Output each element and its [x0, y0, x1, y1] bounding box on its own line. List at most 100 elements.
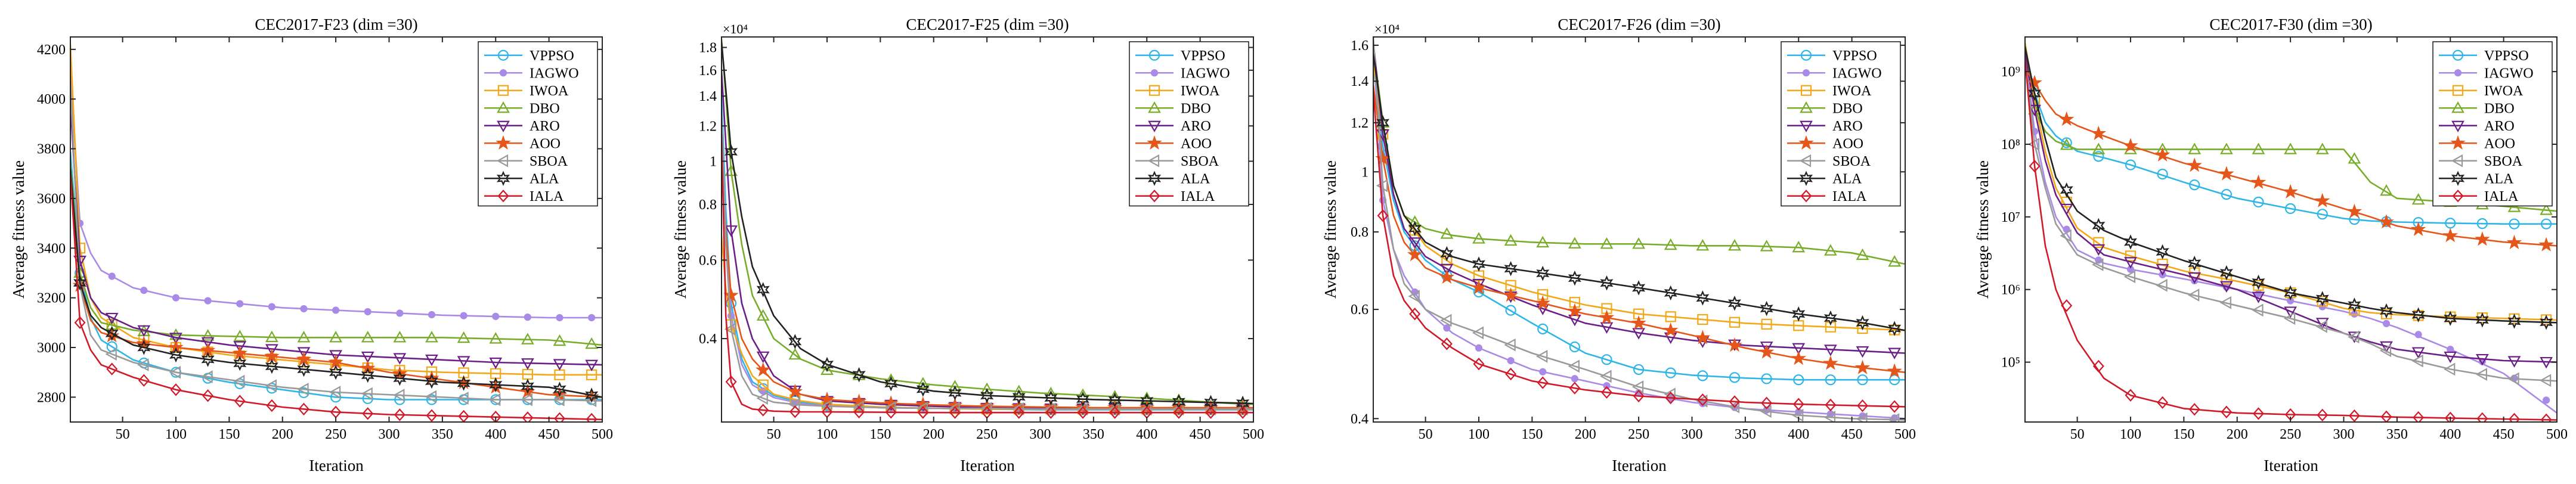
- series-line-aoo: [70, 173, 602, 398]
- series-marker-iagwo: [2414, 331, 2422, 339]
- series-marker-iala: [1825, 398, 1837, 412]
- series-marker-vppso: [1761, 373, 1772, 384]
- x-tick-label: 250: [2280, 427, 2301, 442]
- series-marker-ala: [2252, 274, 2265, 290]
- series-line-sboa: [70, 84, 602, 402]
- series-marker-ala: [1504, 260, 1518, 277]
- series-marker-aro: [2156, 264, 2169, 276]
- series-line-iala: [70, 173, 602, 421]
- series-marker-dbo: [169, 328, 182, 340]
- series-marker-ala: [916, 381, 930, 397]
- series-marker-sboa: [2283, 312, 2296, 325]
- series-marker-ala: [2028, 86, 2042, 101]
- series-marker-sboa: [2507, 372, 2519, 386]
- series-marker-aro: [1792, 343, 1806, 355]
- series-marker-sboa: [980, 402, 992, 415]
- chart-title: CEC2017-F25 (dim =30): [906, 15, 1069, 33]
- legend-label-sboa: SBOA: [1832, 154, 1871, 169]
- series-line-iagwo: [70, 72, 602, 319]
- series-marker-iala: [426, 409, 438, 422]
- y-axis-label: Average fitness value: [1974, 160, 1992, 299]
- series-marker-iala: [1205, 406, 1216, 419]
- series-marker-iwoa: [1761, 318, 1772, 330]
- x-tick-label: 100: [2120, 427, 2141, 442]
- series-marker-dbo: [1792, 241, 1806, 253]
- series-marker-dbo: [393, 331, 407, 343]
- series-line-iagwo: [2025, 49, 2557, 414]
- series-marker-aro: [2315, 318, 2329, 330]
- y-tick-label: 1: [1361, 165, 1368, 180]
- chart-panel-f26: CEC2017-F26 (dim =30) Iteration Average …: [1321, 15, 1916, 474]
- series-marker-ala: [1760, 300, 1773, 317]
- y-tick-label: 3400: [37, 241, 66, 256]
- series-marker-dbo: [2507, 200, 2521, 212]
- series-marker-ala: [1472, 256, 1485, 272]
- series-marker-aoo: [1599, 309, 1615, 324]
- series-marker-iagwo: [1443, 324, 1451, 332]
- series-marker-iagwo: [1539, 368, 1547, 376]
- y-exponent-label: ×10⁴: [723, 21, 748, 36]
- series-line-sboa: [722, 110, 1253, 410]
- legend-label-iwoa: IWOA: [530, 83, 569, 99]
- series-marker-iala: [2221, 405, 2233, 418]
- series-line-dbo: [2025, 45, 2557, 212]
- series-marker-ala: [361, 367, 374, 383]
- x-tick-label: 500: [1243, 427, 1264, 442]
- series-line-iagwo: [1373, 48, 1905, 420]
- legend-marker-ala: [496, 170, 510, 187]
- series-marker-sboa: [1535, 350, 1548, 363]
- series-marker-iala: [1729, 395, 1741, 408]
- series-marker-iala: [490, 411, 501, 422]
- series-marker-dbo: [2219, 142, 2233, 154]
- series-marker-iala: [789, 405, 801, 418]
- series-marker-iwoa: [1729, 317, 1741, 328]
- series-marker-ala: [1823, 310, 1837, 326]
- x-tick-label: 150: [869, 427, 891, 442]
- x-tick-label: 50: [1419, 427, 1433, 442]
- series-marker-aro: [265, 344, 278, 356]
- series-marker-dbo: [2092, 142, 2106, 154]
- legend-marker-sboa: [1147, 154, 1160, 167]
- series-line-ala: [722, 42, 1253, 405]
- series-marker-aro: [1823, 345, 1837, 356]
- series-marker-ala: [756, 282, 770, 297]
- legend-label-ala: ALA: [2484, 171, 2514, 187]
- chart-title: CEC2017-F26 (dim =30): [1558, 15, 1720, 33]
- legend-marker-aro: [1800, 120, 1813, 132]
- series-marker-aro: [425, 354, 438, 367]
- series-marker-ala: [393, 370, 407, 386]
- y-tick-label: 1.4: [1351, 74, 1368, 89]
- series-line-aro: [2025, 52, 2557, 363]
- series-marker-iala: [2253, 407, 2264, 420]
- series-marker-ala: [137, 340, 151, 355]
- series-marker-sboa: [948, 402, 960, 415]
- series-marker-ala: [1536, 265, 1550, 281]
- series-marker-iala: [1888, 400, 1900, 413]
- series-marker-aro: [361, 351, 374, 364]
- legend-marker-aro: [497, 120, 510, 132]
- series-marker-aoo: [1854, 359, 1871, 374]
- series-marker-vppso: [1857, 374, 1868, 386]
- series-marker-iagwo: [2447, 346, 2454, 353]
- series-line-ala: [2025, 46, 2557, 324]
- series-marker-iagwo: [204, 297, 212, 305]
- series-marker-iagwo: [268, 303, 275, 311]
- series-marker-ala: [948, 385, 962, 401]
- series-marker-dbo: [489, 332, 503, 344]
- series-marker-iagwo: [460, 312, 467, 319]
- series-marker-aoo: [1663, 322, 1679, 337]
- series-marker-sboa: [884, 401, 896, 415]
- x-tick-label: 150: [1521, 427, 1543, 442]
- series-marker-dbo: [1568, 237, 1581, 249]
- chart-panel-f25: CEC2017-F25 (dim =30) Iteration Average …: [671, 15, 1264, 474]
- series-marker-dbo: [980, 382, 993, 395]
- series-marker-aoo: [2442, 228, 2459, 243]
- series-marker-iala: [2476, 412, 2488, 422]
- series-marker-dbo: [2315, 142, 2329, 154]
- series-marker-aoo: [1631, 315, 1646, 330]
- series-marker-iala: [170, 383, 182, 396]
- series-marker-aoo: [2475, 231, 2490, 246]
- series-marker-aoo: [2154, 147, 2171, 162]
- series-marker-dbo: [1696, 239, 1710, 251]
- legend-marker-iagwo: [1150, 69, 1159, 77]
